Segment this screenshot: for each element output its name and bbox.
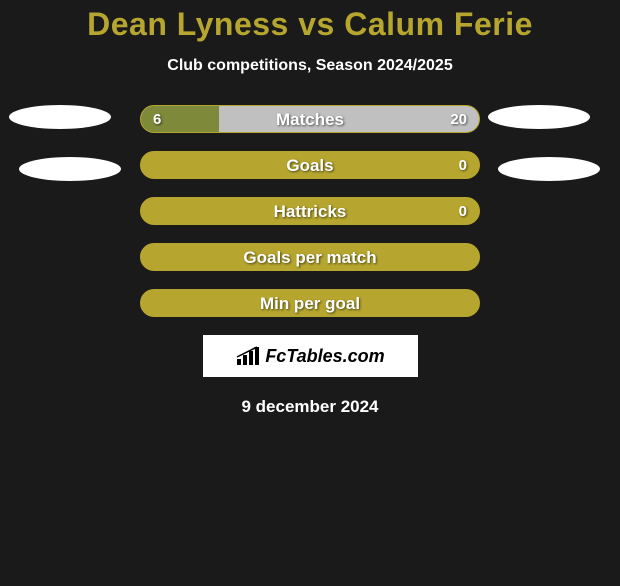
stat-bar: Goals per match (140, 243, 480, 271)
bar-label: Hattricks (141, 198, 479, 225)
player1-name: Dean Lyness (87, 6, 289, 42)
stat-bar: Hattricks0 (140, 197, 480, 225)
stat-bar: Matches6 20 (140, 105, 480, 133)
logo-box: FcTables.com (203, 335, 418, 377)
bars-container: Matches620Goals0Hattricks0Goals per matc… (140, 105, 480, 317)
avatar-placeholder (19, 157, 121, 181)
bar-label: Min per goal (141, 290, 479, 317)
vs-text: vs (298, 6, 335, 42)
date-line: 9 december 2024 (0, 397, 620, 417)
bar-chart-icon (235, 345, 261, 367)
bar-value-right: 0 (459, 152, 467, 179)
stat-bar: Goals0 (140, 151, 480, 179)
bar-value-right: 0 (459, 198, 467, 225)
avatar-placeholder (9, 105, 111, 129)
bar-value-left: 6 (153, 106, 161, 133)
bar-label: Goals per match (141, 244, 479, 271)
stats-area: Matches620Goals0Hattricks0Goals per matc… (0, 105, 620, 317)
player2-name: Calum Ferie (344, 6, 533, 42)
bar-value-right: 20 (450, 106, 467, 133)
avatar-placeholder (488, 105, 590, 129)
bar-label: Goals (141, 152, 479, 179)
logo-text: FcTables.com (265, 346, 384, 367)
stat-bar: Min per goal (140, 289, 480, 317)
subtitle: Club competitions, Season 2024/2025 (0, 57, 620, 75)
bar-label: Matches (141, 106, 479, 133)
avatar-placeholder (498, 157, 600, 181)
comparison-title: Dean Lyness vs Calum Ferie (0, 6, 620, 43)
